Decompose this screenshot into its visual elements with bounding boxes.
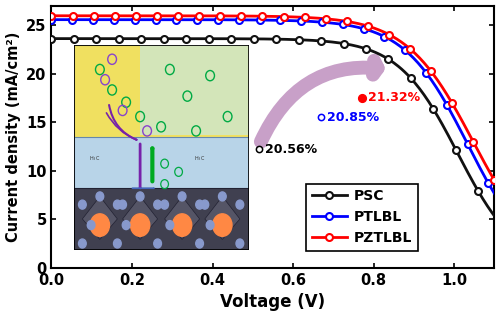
Text: 20.85%: 20.85% [328, 111, 380, 124]
Text: 21.32%: 21.32% [368, 91, 420, 104]
Y-axis label: Current density (mA/cm²): Current density (mA/cm²) [6, 32, 20, 242]
Legend: PSC, PTLBL, PZTLBL: PSC, PTLBL, PZTLBL [306, 184, 418, 250]
Text: 20.56%: 20.56% [265, 143, 317, 156]
X-axis label: Voltage (V): Voltage (V) [220, 294, 326, 311]
